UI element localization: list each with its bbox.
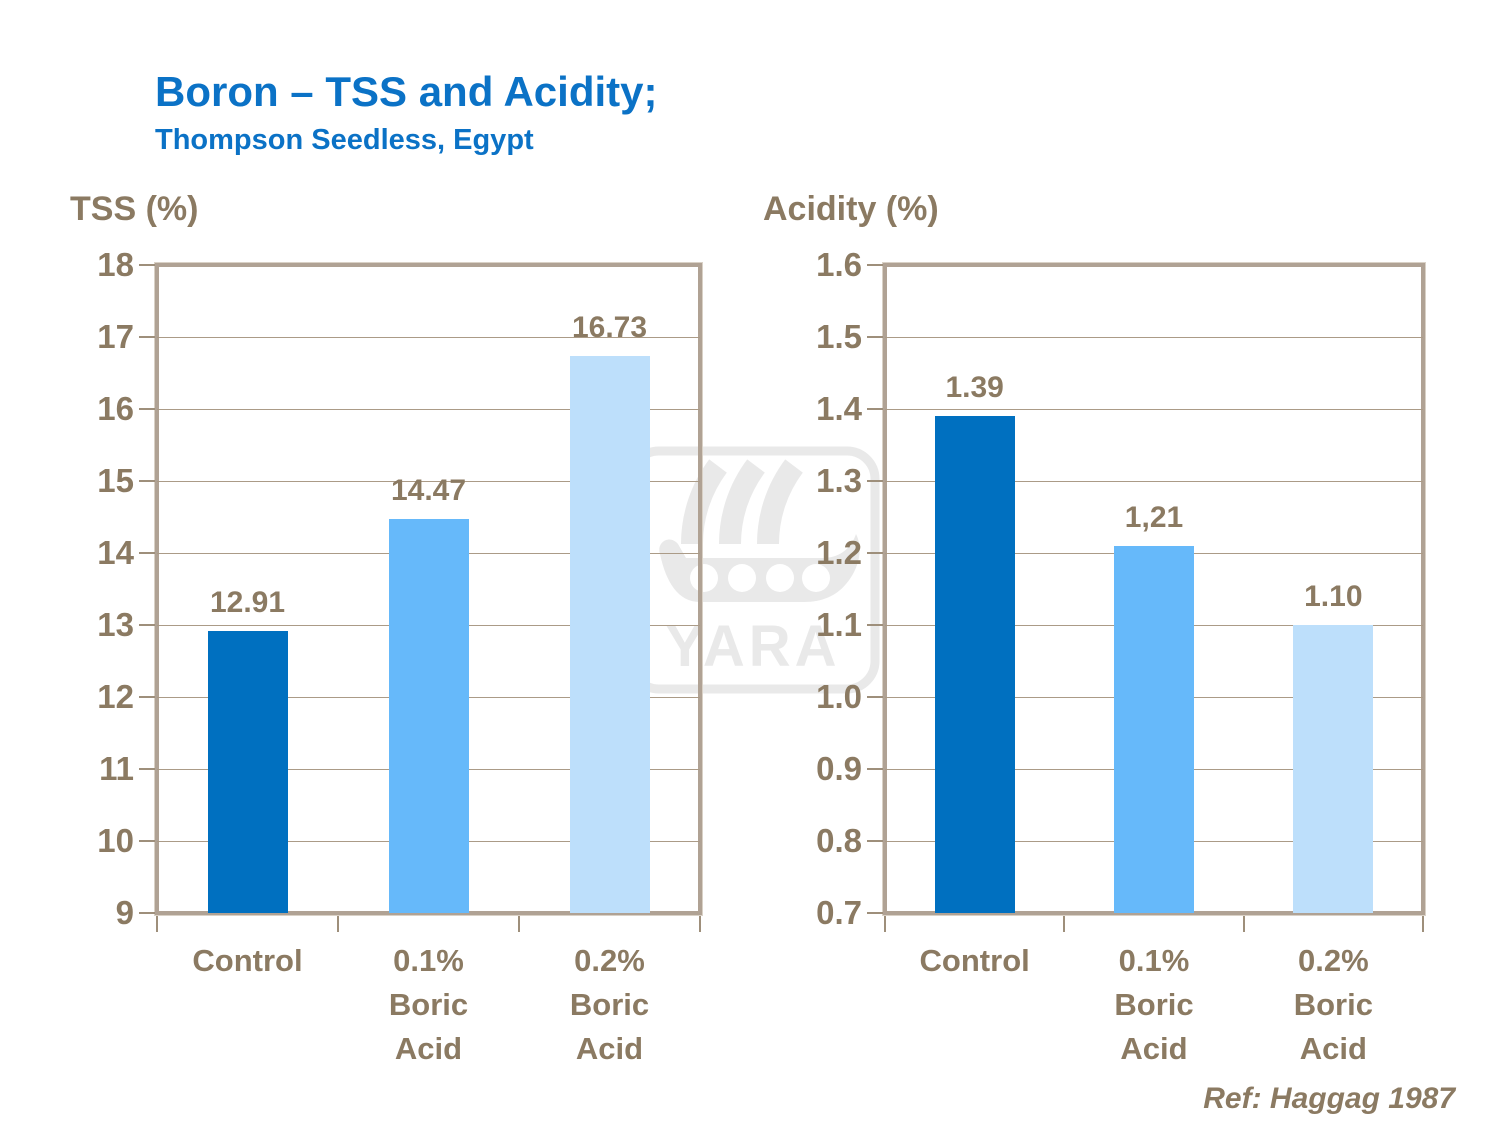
y-axis-tick-label: 1.1	[816, 606, 862, 643]
y-axis-tick-label: 11	[99, 750, 134, 787]
y-axis-tick	[139, 696, 155, 698]
y-axis-tick	[139, 336, 155, 338]
x-axis-category-label: 0.2% Boric Acid	[569, 943, 650, 1066]
y-axis-tick	[139, 840, 155, 842]
y-axis-tick-label: 1.3	[816, 462, 862, 499]
y-axis-tick-label: 12	[97, 678, 134, 715]
gridline	[885, 336, 1423, 338]
y-axis-tick	[139, 624, 155, 626]
y-axis-tick-label: 14	[97, 534, 134, 571]
y-axis-tick-label: 13	[97, 606, 134, 643]
y-axis-tick	[867, 840, 883, 842]
x-axis-category-label: Control	[919, 943, 1030, 978]
y-axis-tick	[867, 624, 883, 626]
x-axis-tick	[518, 916, 520, 932]
y-axis-tick	[139, 552, 155, 554]
y-axis-tick	[867, 336, 883, 338]
bar-control	[934, 416, 1015, 913]
y-axis-tick-label: 1.2	[816, 534, 862, 571]
bar-value-label: 12.91	[209, 586, 286, 620]
y-axis-tick-label: 9	[115, 894, 134, 931]
y-axis-tick-label: 1.0	[816, 678, 862, 715]
y-axis-tick	[867, 552, 883, 554]
shield-circle	[690, 564, 718, 592]
shield-circle	[766, 564, 794, 592]
sail-arc	[757, 459, 803, 545]
bar-value-label: 1.10	[1304, 580, 1363, 613]
y-axis-tick	[867, 912, 883, 914]
y-axis-tick	[867, 768, 883, 770]
bar-0-1-boric-acid	[388, 519, 469, 913]
x-axis-category-label: Control	[192, 943, 303, 978]
x-axis-tick	[699, 916, 701, 932]
gridline	[157, 336, 700, 338]
gridline	[157, 408, 700, 410]
x-axis-tick	[884, 916, 886, 932]
y-axis-tick-label: 1.4	[816, 390, 862, 427]
plot-frame	[882, 262, 1426, 916]
page-title: Boron – TSS and Acidity;	[155, 68, 658, 115]
sail-arc	[719, 459, 765, 545]
y-axis-tick	[867, 408, 883, 410]
x-axis-tick	[1063, 916, 1066, 932]
y-axis-tick-label: 0.7	[816, 894, 862, 931]
x-axis-tick	[1422, 916, 1424, 932]
x-axis-tick	[1242, 916, 1245, 932]
chart-title-tss: TSS (%)	[70, 190, 199, 228]
y-axis-tick-label: 10	[97, 822, 134, 859]
shield-circle	[728, 564, 756, 592]
x-axis-tick	[337, 916, 339, 932]
y-axis-tick	[139, 912, 155, 914]
x-axis-category-label: 0.2% Boric Acid	[1293, 943, 1373, 1066]
reference-citation: Ref: Haggag 1987	[1203, 1082, 1455, 1115]
plot-frame	[154, 262, 703, 916]
y-axis-tick	[139, 768, 155, 770]
y-axis-tick-label: 0.8	[816, 822, 862, 859]
y-axis-tick-label: 15	[97, 462, 134, 499]
gridline	[885, 408, 1423, 410]
bar-value-label: 1.39	[945, 371, 1004, 405]
bar-0-2-boric-acid	[1293, 625, 1374, 913]
y-axis-tick-label: 1.5	[816, 318, 862, 355]
title-block: Boron – TSS and Acidity; Thompson Seedle…	[155, 68, 657, 157]
viking-ship-icon	[659, 459, 860, 602]
shield-circle	[802, 564, 830, 592]
bar-value-label: 16.73	[571, 311, 648, 345]
bar-value-label: 14.47	[390, 474, 467, 508]
y-axis-tick-label: 18	[97, 246, 134, 283]
y-axis-tick	[867, 480, 883, 482]
y-axis-tick-label: 16	[97, 390, 134, 427]
y-axis-tick-label: 0.9	[816, 750, 862, 787]
bar-0-1-boric-acid	[1114, 545, 1194, 913]
bar-0-2-boric-acid	[569, 356, 650, 913]
gridline	[885, 480, 1423, 482]
bar-control	[207, 631, 288, 913]
y-axis-tick	[139, 264, 155, 266]
x-axis-category-label: 0.1% Boric Acid	[388, 943, 469, 1066]
y-axis-tick-label: 1.6	[816, 246, 862, 283]
y-axis-tick	[139, 480, 155, 482]
yara-watermark: YARA	[626, 446, 880, 694]
x-axis-tick	[156, 916, 158, 932]
page-subtitle: Thompson Seedless, Egypt	[155, 124, 534, 156]
bar-value-label: 1,21	[1124, 500, 1184, 534]
y-axis-tick	[867, 264, 883, 266]
y-axis-tick	[867, 696, 883, 698]
x-axis-category-label: 0.1% Boric Acid	[1114, 943, 1194, 1066]
chart-title-acidity: Acidity (%)	[763, 190, 939, 228]
gridline	[157, 480, 700, 482]
y-axis-tick-label: 17	[97, 318, 134, 355]
y-axis-tick	[139, 408, 155, 410]
